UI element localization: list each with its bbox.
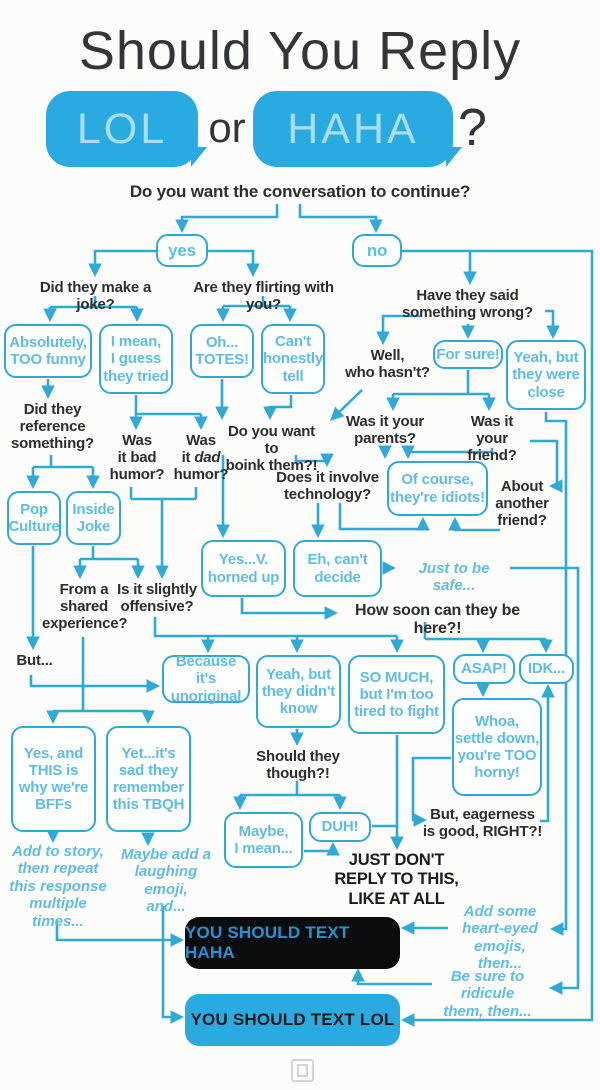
note-heart-eyed-emojis: Add some heart-eyed emojis, then...: [462, 903, 538, 973]
box-remember-this-tbqh: Yet...it's sad they remember this TBQH: [106, 726, 191, 832]
box-because-unoriginal: Because it's unoriginal: [162, 653, 250, 705]
box-cant-honestly-tell: Can't honestly tell: [261, 324, 325, 394]
note-ridicule-them: Be sure to ridicule them, then...: [443, 968, 532, 1020]
box-of-course-idiots: Of course, they're idiots!: [387, 461, 488, 516]
haha-label: HAHA: [287, 104, 419, 153]
title-or-text: or: [208, 104, 246, 151]
box-why-were-bffs: Yes, and THIS is why we're BFFs: [11, 726, 96, 832]
box-idk: IDK...: [519, 654, 574, 684]
page-title: Should You Reply: [78, 21, 522, 81]
box-absolutely-too-funny: Absolutely, TOO funny: [4, 324, 92, 378]
box-pop-culture: Pop Culture: [7, 491, 61, 545]
box-they-were-close: Yeah, but they were close: [506, 340, 586, 410]
question-make-a-joke: Did they make a joke?: [39, 279, 152, 314]
question-your-parents: Was it your parents?: [345, 413, 425, 448]
result-text-lol-bubble: YOU SHOULD TEXT LOL: [185, 994, 400, 1046]
box-i-guess-they-tried: I mean, I guess they tried: [99, 324, 173, 394]
question-conversation-continue: Do you want the conversation to continue…: [129, 182, 471, 201]
text-but: But...: [16, 652, 53, 669]
buzzfeed-logo-icon: [291, 1059, 314, 1082]
question-flirting: Are they flirting with you?: [193, 279, 334, 314]
lol-speech-bubble: LOL: [46, 91, 207, 167]
box-duh: DUH!: [309, 812, 371, 842]
note-laughing-emoji: Maybe add a laughing emoji, and...: [120, 846, 212, 916]
text-eagerness-is-good: But, eagerness is good, RIGHT?!: [422, 806, 543, 841]
note-add-to-story: Add to story, then repeat this response …: [9, 843, 107, 930]
result-text-haha-bubble: YOU SHOULD TEXT HAHA: [185, 917, 400, 969]
dad-humor-post: humor?: [173, 466, 229, 484]
box-asap: ASAP!: [453, 654, 515, 684]
box-maybe-i-mean: Maybe, I mean...: [224, 812, 303, 868]
question-boink-them: Do you want to boink them?!: [225, 423, 318, 475]
box-inside-joke: Inside Joke: [66, 491, 121, 545]
title-question-mark: ?: [458, 99, 487, 157]
question-how-soon-here: How soon can they be here?!: [355, 602, 520, 638]
question-your-friend: Was it your friend?: [467, 413, 517, 465]
branch-yes-box: yes: [156, 234, 208, 267]
dad-humor-pre: Was it: [181, 432, 216, 467]
question-reference-something: Did they reference something?: [11, 401, 94, 453]
question-shared-experience: From a shared experience?: [42, 581, 128, 633]
question-bad-humor: Was it bad humor?: [109, 432, 165, 484]
text-about-another-friend: About another friend?: [495, 478, 549, 530]
branch-no-box: no: [352, 234, 402, 267]
question-slightly-offensive: Is it slightly offensive?: [117, 581, 197, 616]
box-horned-up: Yes...V. horned up: [201, 540, 286, 597]
box-so-much-tired: SO MUCH, but I'm too tired to fight: [348, 655, 445, 734]
question-said-something-wrong: Have they said something wrong?: [402, 287, 533, 322]
question-should-they-though: Should they though?!: [256, 748, 340, 783]
box-oh-totes: Oh... TOTES!: [190, 324, 254, 378]
lol-label: LOL: [76, 104, 168, 153]
question-involve-technology: Does it involve technology?: [276, 469, 379, 504]
box-for-sure: For sure!: [433, 340, 503, 369]
box-eh-cant-decide: Eh, can't decide: [293, 540, 382, 597]
box-whoa-settle-down: Whoa, settle down, you're TOO horny!: [452, 698, 542, 796]
dad-humor-emphasis: dad: [194, 449, 221, 467]
note-just-to-be-safe: Just to be safe...: [418, 560, 490, 595]
question-dad-humor: Was it dad humor?: [170, 432, 232, 483]
haha-speech-bubble: HAHA: [253, 91, 462, 167]
text-well-who-hasnt: Well, who hasn't?: [345, 347, 430, 382]
text-just-dont-reply: JUST DON'T REPLY TO THIS, LIKE AT ALL: [334, 851, 459, 908]
box-they-didnt-know: Yeah, but they didn't know: [256, 655, 341, 728]
